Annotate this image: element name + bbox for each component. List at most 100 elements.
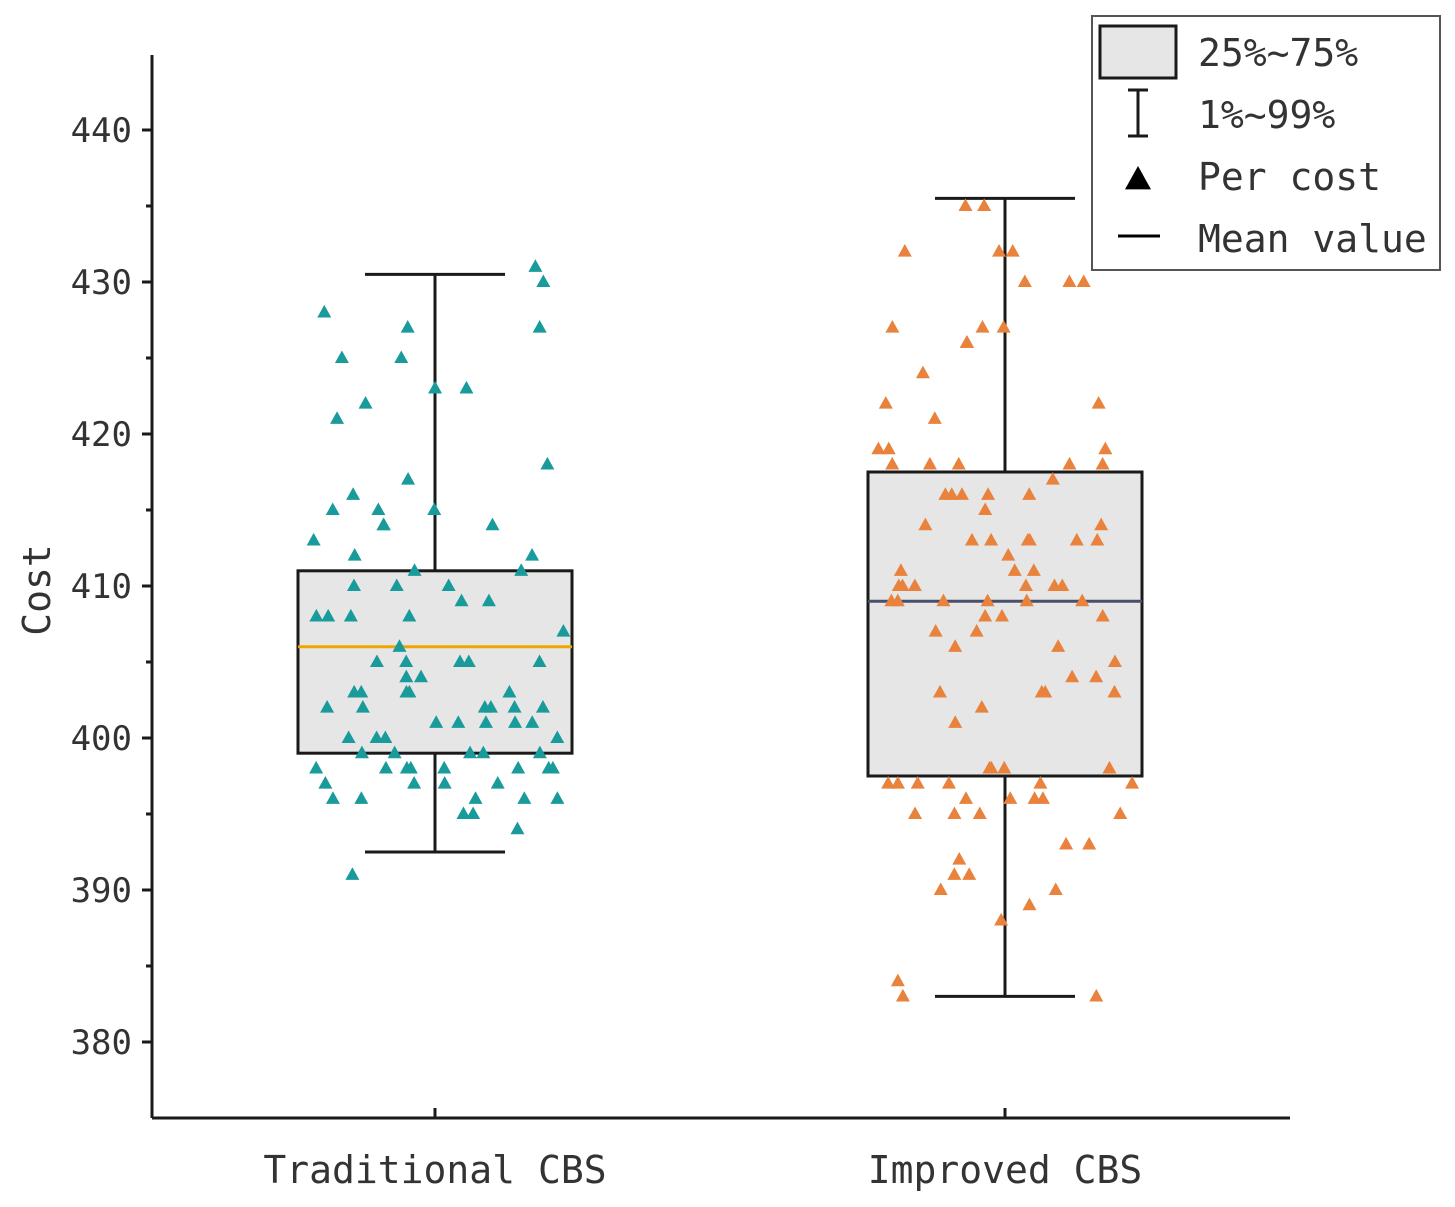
data-point <box>871 441 886 455</box>
data-point <box>532 320 547 333</box>
data-point <box>895 578 910 592</box>
data-point <box>1022 487 1037 500</box>
data-point <box>389 578 404 592</box>
data-point <box>355 700 370 713</box>
data-point <box>511 760 526 774</box>
data-point <box>532 745 547 759</box>
chart-marks <box>296 183 1144 1002</box>
data-point <box>890 776 905 789</box>
data-point <box>1107 684 1122 698</box>
y-tick-label: 400 <box>71 719 132 759</box>
data-point <box>532 654 547 668</box>
data-point <box>403 760 418 774</box>
data-point <box>441 578 456 592</box>
data-point <box>885 456 900 470</box>
data-point <box>550 730 565 744</box>
data-point <box>1034 684 1049 698</box>
data-point <box>962 867 977 880</box>
data-point <box>325 502 340 516</box>
data-point <box>881 776 896 789</box>
data-point <box>556 624 571 637</box>
data-point <box>378 730 393 744</box>
data-point <box>483 700 498 713</box>
data-point <box>1003 791 1018 804</box>
data-point <box>1048 882 1063 896</box>
data-point <box>407 776 422 789</box>
axes: 380 390 400 410 420 430 440 Traditional CBS Impr… <box>15 55 1290 1192</box>
data-point <box>1065 669 1080 683</box>
data-point <box>399 669 414 683</box>
data-point <box>1045 472 1060 485</box>
data-point <box>996 320 1011 333</box>
data-point <box>1026 563 1041 576</box>
data-point <box>932 684 947 698</box>
data-point <box>1089 669 1104 683</box>
data-point <box>910 776 925 789</box>
data-point <box>964 532 979 546</box>
iqr-box <box>866 470 1144 778</box>
data-point <box>960 335 975 348</box>
data-point <box>463 745 478 759</box>
y-tick-label: 410 <box>71 567 132 607</box>
data-point <box>325 791 340 804</box>
data-point <box>994 608 1009 622</box>
data-point <box>485 517 500 531</box>
series-improved-cbs <box>866 183 1144 1002</box>
data-point <box>321 608 336 622</box>
data-point <box>451 715 466 728</box>
data-point <box>1082 836 1097 850</box>
data-point <box>525 715 540 728</box>
data-point <box>981 487 996 500</box>
data-point <box>952 852 967 865</box>
data-point <box>958 198 973 212</box>
data-point <box>922 456 937 470</box>
data-point <box>1059 836 1074 850</box>
data-point <box>1001 548 1016 561</box>
data-point <box>1113 806 1128 820</box>
data-point <box>394 350 409 364</box>
data-point <box>984 532 999 546</box>
data-point <box>507 700 522 713</box>
data-point <box>1090 532 1105 546</box>
data-point <box>387 745 402 759</box>
x-category-label: Traditional CBS <box>263 1148 606 1192</box>
legend-label: Mean value <box>1198 217 1427 261</box>
data-point <box>466 806 481 820</box>
data-point <box>550 791 565 804</box>
y-tick-label: 390 <box>71 871 132 911</box>
data-point <box>908 806 923 820</box>
data-point <box>948 715 963 728</box>
data-point <box>414 669 429 683</box>
data-point <box>354 791 369 804</box>
legend: 25%~75% 1%~99% Per cost Mean value <box>1091 15 1441 271</box>
data-point <box>918 517 933 531</box>
iqr-box <box>296 569 574 755</box>
data-point <box>984 760 999 774</box>
data-point <box>1069 532 1084 546</box>
data-point <box>1005 244 1020 257</box>
data-point <box>1089 988 1104 1002</box>
data-point <box>429 715 444 728</box>
data-point <box>878 396 893 409</box>
data-point <box>347 548 362 561</box>
data-point <box>933 882 948 896</box>
data-point <box>399 654 414 668</box>
data-point <box>528 259 543 272</box>
data-point <box>341 730 356 744</box>
data-point <box>907 578 922 592</box>
data-point <box>897 244 912 257</box>
data-point <box>354 745 369 759</box>
data-point <box>944 487 959 500</box>
data-point <box>343 608 358 622</box>
data-point <box>399 684 414 698</box>
data-point <box>1017 274 1032 288</box>
data-point <box>376 517 391 531</box>
data-point <box>334 350 349 364</box>
data-point <box>947 867 962 880</box>
data-point <box>1076 274 1091 288</box>
x-category-label: Improved CBS <box>868 1148 1143 1192</box>
data-point <box>510 821 525 835</box>
data-point <box>401 472 416 485</box>
data-point <box>541 760 556 774</box>
